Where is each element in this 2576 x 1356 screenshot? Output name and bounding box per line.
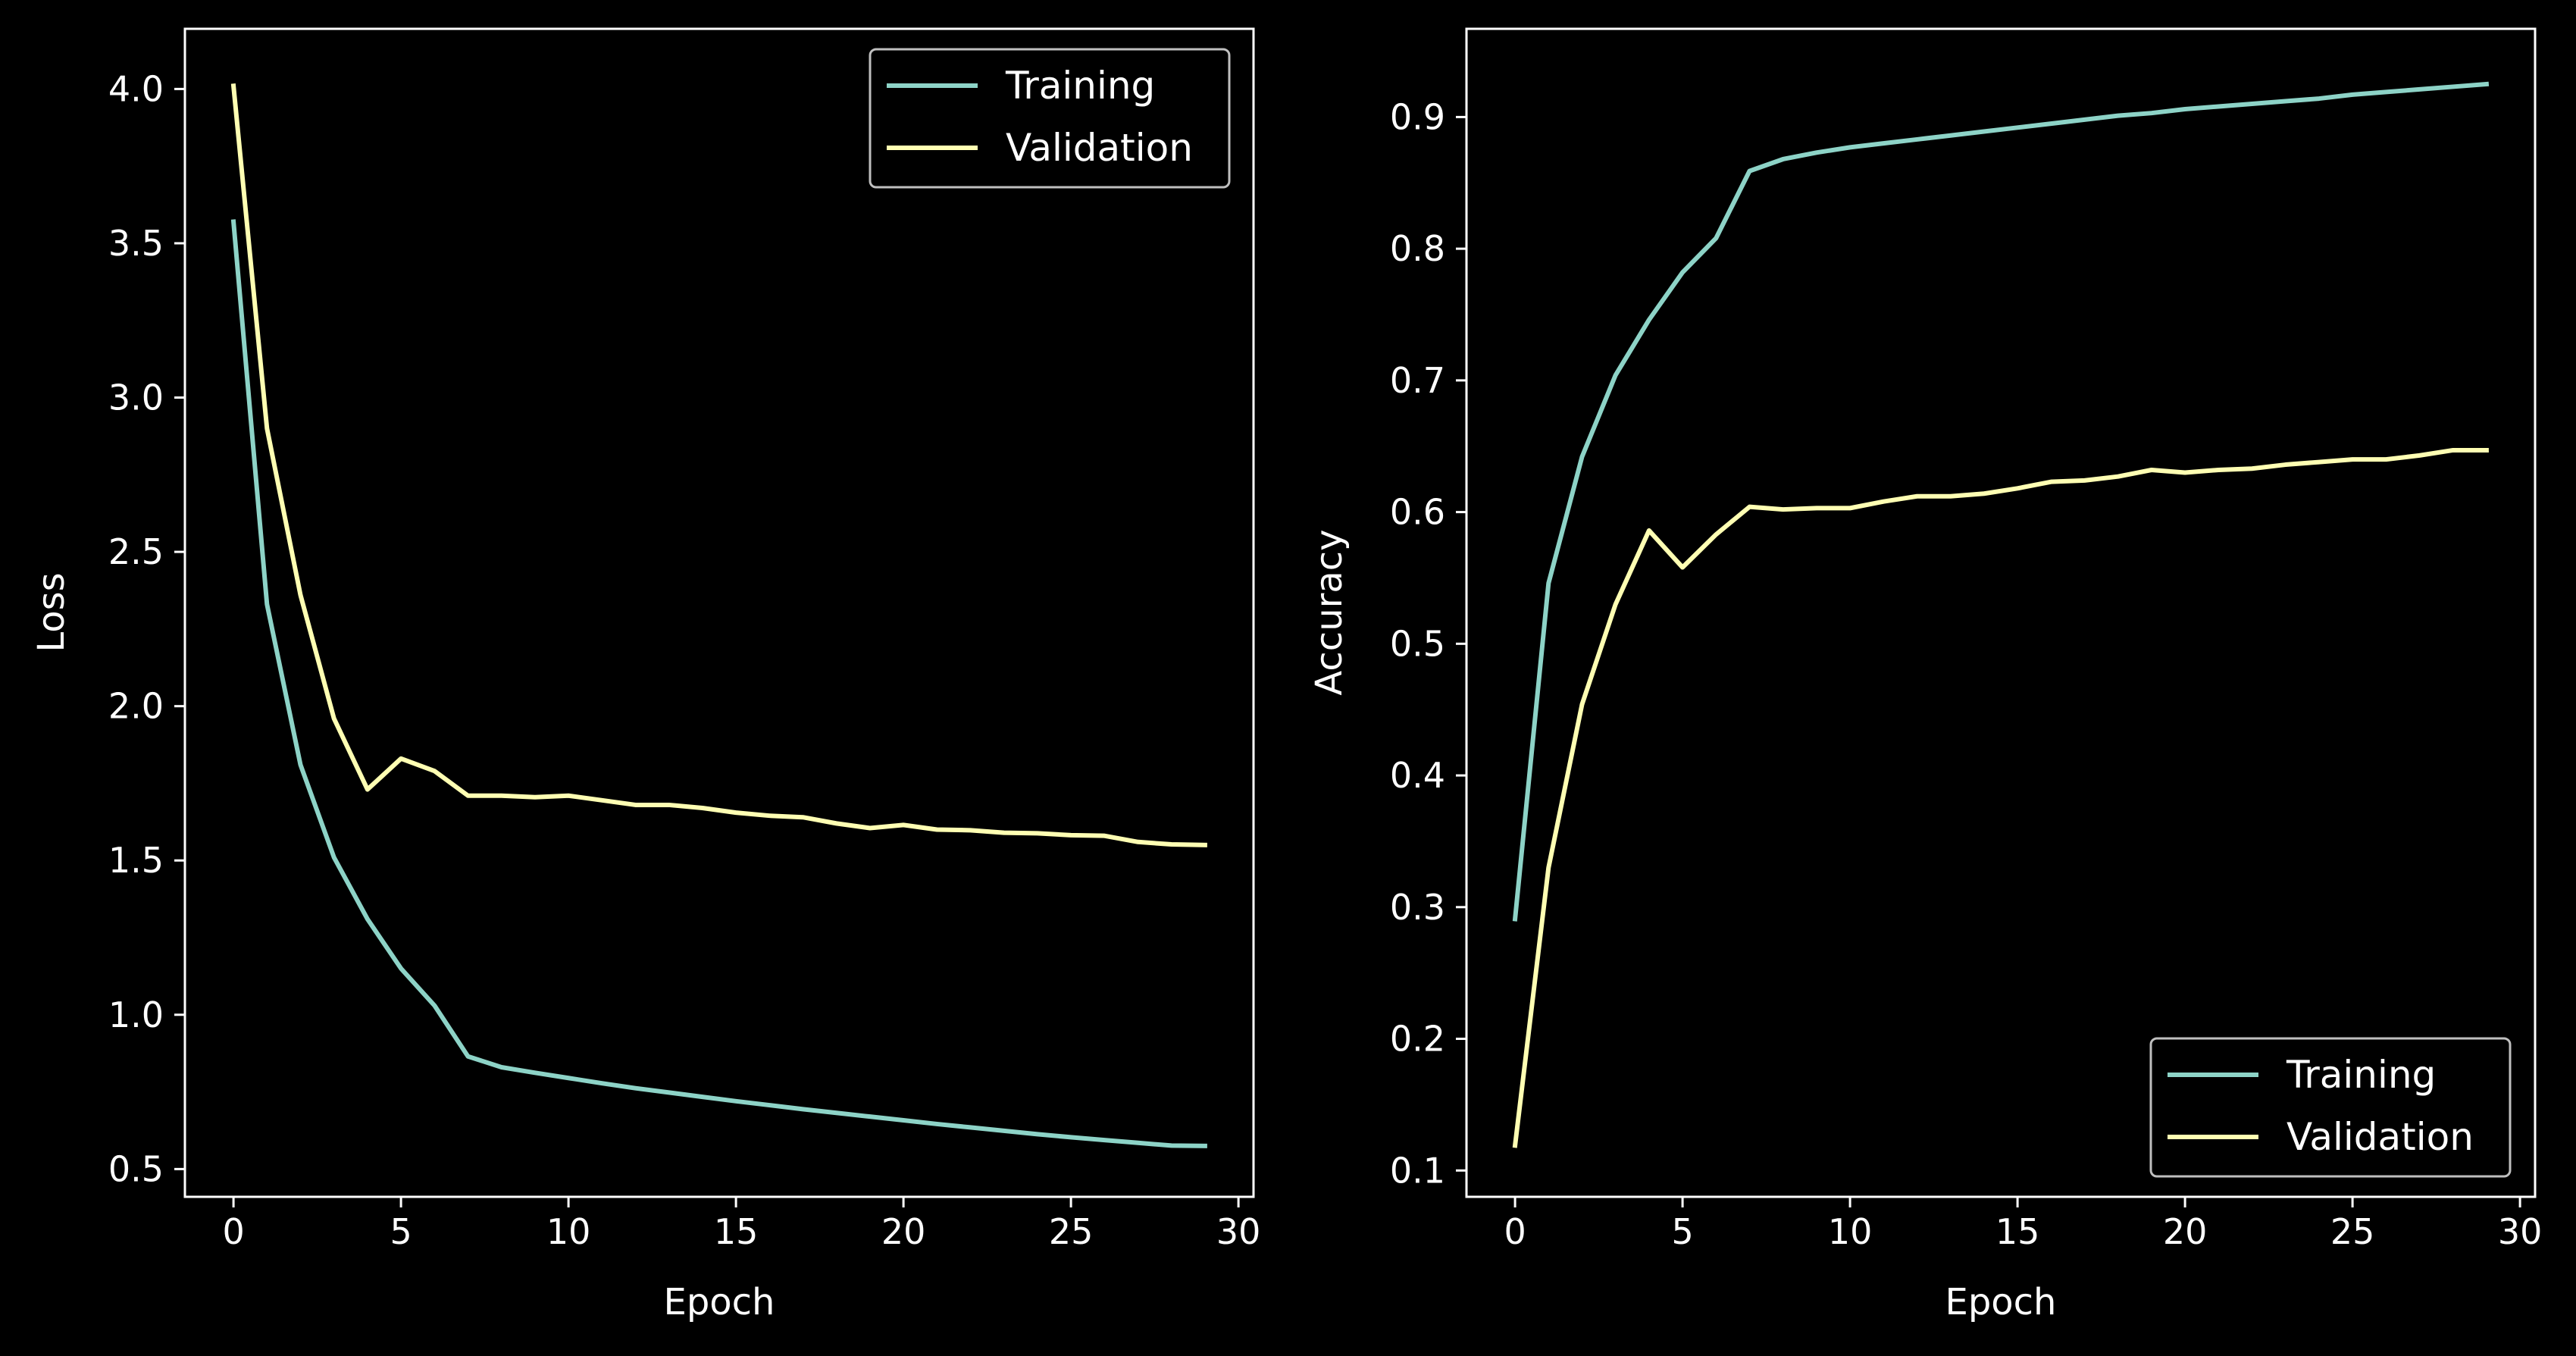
accuracy-y-tick-label: 0.4 bbox=[1390, 755, 1445, 796]
loss-x-tick-label: 20 bbox=[881, 1211, 926, 1252]
accuracy-series-training-line bbox=[1512, 81, 2490, 922]
loss-x-axis-label: Epoch bbox=[664, 1281, 775, 1323]
loss-legend-label-validation: Validation bbox=[1006, 126, 1193, 170]
loss-x-tick-label: 5 bbox=[390, 1211, 412, 1252]
loss-chart: 0 5 10 15 20 25 30 0.5 1.0 1.5 2.0 2.5 3.0 3.5 4.0 Ep… bbox=[30, 27, 1260, 1323]
accuracy-x-tick-label: 5 bbox=[1671, 1211, 1693, 1252]
accuracy-x-axis-label: Epoch bbox=[1945, 1281, 2057, 1323]
accuracy-y-axis-label: Accuracy bbox=[1308, 529, 1351, 695]
loss-plot-frame bbox=[183, 27, 1255, 1198]
accuracy-series-validation-line bbox=[1512, 447, 2489, 1148]
loss-legend-label-training: Training bbox=[1005, 64, 1155, 108]
loss-legend: Training Validation bbox=[869, 48, 1231, 189]
accuracy-x-tick-label: 0 bbox=[1504, 1211, 1526, 1252]
accuracy-x-tick-label: 25 bbox=[2330, 1211, 2375, 1252]
loss-x-tick-label: 10 bbox=[546, 1211, 591, 1252]
loss-series-lines bbox=[230, 83, 1207, 1148]
accuracy-y-ticks: 0.1 0.2 0.3 0.4 0.5 0.6 0.7 0.8 0.9 bbox=[1390, 96, 1466, 1191]
loss-y-axis-label: Loss bbox=[30, 572, 73, 652]
accuracy-x-tick-label: 20 bbox=[2163, 1211, 2208, 1252]
loss-x-tick-label: 0 bbox=[222, 1211, 244, 1252]
accuracy-y-tick-label: 0.8 bbox=[1390, 228, 1445, 269]
accuracy-y-tick-label: 0.7 bbox=[1390, 360, 1445, 401]
accuracy-plot-frame bbox=[1465, 27, 2537, 1198]
accuracy-x-tick-label: 15 bbox=[1995, 1211, 2040, 1252]
loss-x-tick-label: 15 bbox=[714, 1211, 759, 1252]
loss-y-tick-label: 0.5 bbox=[108, 1148, 164, 1189]
loss-y-ticks: 0.5 1.0 1.5 2.0 2.5 3.0 3.5 4.0 bbox=[108, 68, 185, 1189]
loss-x-tick-label: 25 bbox=[1049, 1211, 1094, 1252]
accuracy-y-tick-label: 0.5 bbox=[1390, 623, 1445, 664]
accuracy-legend: Training Validation bbox=[2149, 1037, 2512, 1178]
accuracy-y-tick-label: 0.1 bbox=[1390, 1150, 1445, 1191]
loss-y-tick-label: 4.0 bbox=[108, 68, 164, 109]
accuracy-x-ticks: 0 5 10 15 20 25 30 bbox=[1504, 1197, 2542, 1252]
accuracy-legend-label-training: Training bbox=[2286, 1053, 2436, 1097]
loss-x-tick-label: 30 bbox=[1216, 1211, 1261, 1252]
accuracy-y-tick-label: 0.3 bbox=[1390, 887, 1445, 928]
accuracy-series-lines bbox=[1512, 81, 2490, 1148]
loss-y-tick-label: 2.5 bbox=[108, 531, 164, 572]
loss-series-training-line bbox=[230, 219, 1207, 1148]
loss-y-tick-label: 3.5 bbox=[108, 223, 164, 264]
loss-series-validation-line bbox=[230, 83, 1207, 847]
loss-x-ticks: 0 5 10 15 20 25 30 bbox=[222, 1197, 1260, 1252]
accuracy-chart: 0 5 10 15 20 25 30 0.1 0.2 0.3 0.4 0.5 0.6 0.7 0.8 0.9… bbox=[1308, 27, 2542, 1323]
accuracy-x-tick-label: 10 bbox=[1828, 1211, 1873, 1252]
accuracy-y-tick-label: 0.9 bbox=[1390, 96, 1445, 137]
loss-y-tick-label: 3.0 bbox=[108, 377, 164, 418]
loss-y-tick-label: 1.5 bbox=[108, 840, 164, 881]
loss-y-tick-label: 2.0 bbox=[108, 686, 164, 727]
accuracy-x-tick-label: 30 bbox=[2498, 1211, 2543, 1252]
accuracy-y-tick-label: 0.6 bbox=[1390, 492, 1445, 533]
accuracy-legend-label-validation: Validation bbox=[2286, 1115, 2474, 1159]
loss-y-tick-label: 1.0 bbox=[108, 994, 164, 1035]
accuracy-y-tick-label: 0.2 bbox=[1390, 1019, 1445, 1060]
